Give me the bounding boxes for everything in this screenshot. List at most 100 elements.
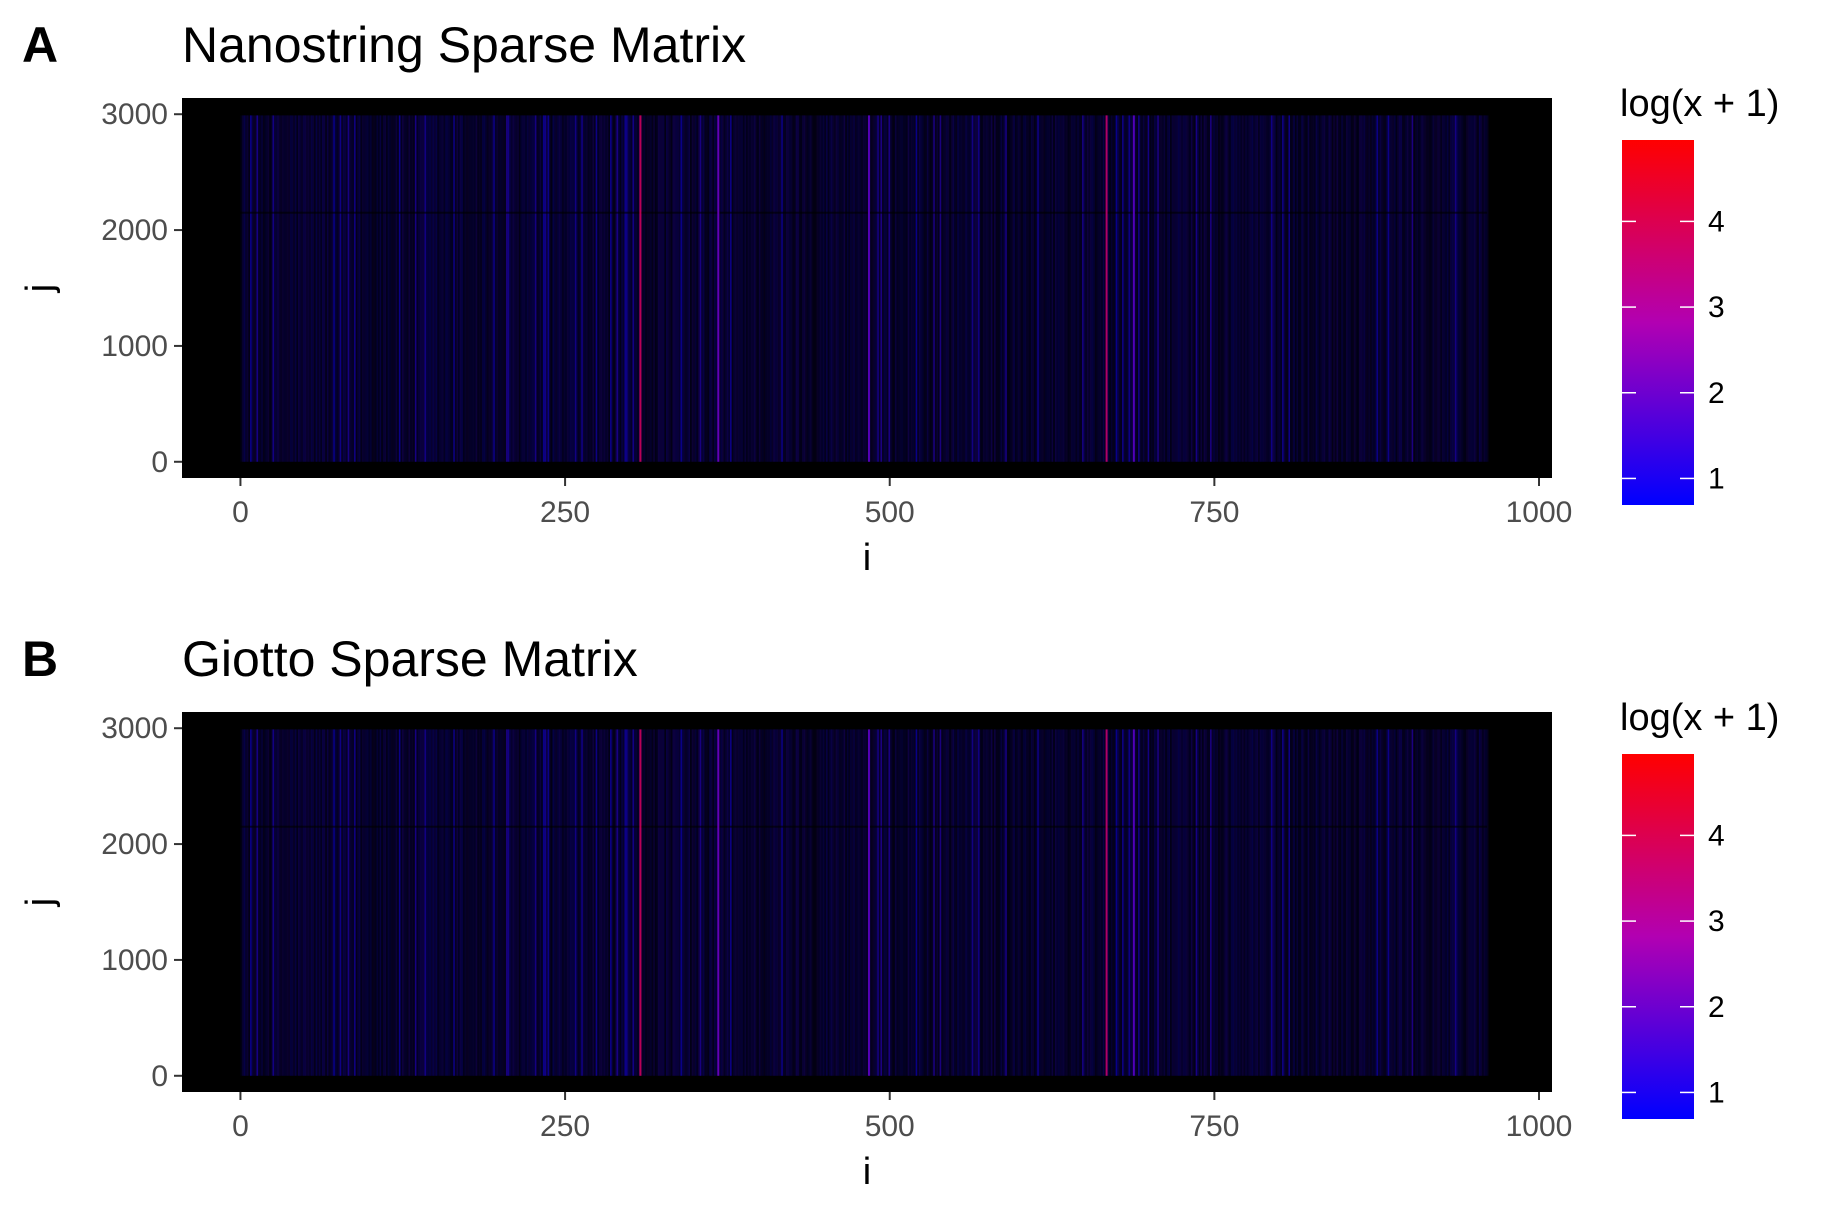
heatmap-column xyxy=(330,729,332,1076)
heatmap-column xyxy=(942,115,945,462)
heatmap-column xyxy=(1382,115,1385,462)
heatmap-column xyxy=(749,729,751,1076)
heatmap-column xyxy=(989,115,991,462)
heatmap-column xyxy=(1251,729,1254,1076)
heatmap-column xyxy=(936,115,939,462)
heatmap-column xyxy=(696,115,699,462)
heatmap-column xyxy=(1387,115,1390,462)
heatmap-column xyxy=(1486,115,1489,462)
heatmap-column xyxy=(827,729,830,1076)
heatmap-column xyxy=(1197,729,1199,1076)
heatmap-column xyxy=(1379,729,1382,1076)
heatmap-column xyxy=(1477,729,1479,1076)
heatmap-column xyxy=(438,729,441,1076)
heatmap-column xyxy=(1381,115,1383,462)
heatmap-column xyxy=(1176,729,1179,1076)
heatmap-column xyxy=(1310,729,1313,1076)
heatmap-column xyxy=(301,729,303,1076)
heatmap-column xyxy=(637,115,639,462)
heatmap-column xyxy=(618,729,620,1076)
heatmap-column xyxy=(323,115,326,462)
heatmap-column xyxy=(1442,115,1444,462)
heatmap-column xyxy=(482,115,484,462)
heatmap-column xyxy=(1373,729,1375,1076)
heatmap-column xyxy=(1347,115,1350,462)
heatmap-column xyxy=(958,115,961,462)
heatmap-column xyxy=(1374,115,1377,462)
heatmap-column xyxy=(1298,115,1300,462)
heatmap-column xyxy=(306,115,308,462)
heatmap-column xyxy=(1386,729,1388,1076)
heatmap-column xyxy=(658,729,660,1076)
heatmap-column xyxy=(445,115,447,462)
heatmap-column xyxy=(1307,729,1310,1076)
heatmap-column xyxy=(1234,729,1236,1076)
heatmap-column xyxy=(299,115,302,462)
heatmap-column xyxy=(395,115,398,462)
heatmap-column xyxy=(1483,115,1486,462)
heatmap-column xyxy=(896,115,899,462)
heatmap-column xyxy=(960,115,963,462)
heatmap-column xyxy=(1134,115,1137,462)
heatmap-column xyxy=(1003,115,1006,462)
heatmap-column xyxy=(1421,115,1423,462)
heatmap-column xyxy=(434,729,436,1076)
heatmap-column xyxy=(525,115,527,462)
heatmap-column xyxy=(550,729,553,1076)
heatmap-column xyxy=(1046,729,1049,1076)
heatmap-column xyxy=(315,729,318,1076)
heatmap-column xyxy=(398,115,401,462)
heatmap-column xyxy=(1467,729,1470,1076)
heatmap-column xyxy=(270,729,273,1076)
heatmap-column xyxy=(275,115,278,462)
heatmap-column xyxy=(1440,729,1443,1076)
heatmap-column xyxy=(1376,729,1379,1076)
heatmap-column xyxy=(568,729,571,1076)
heatmap-column xyxy=(1288,115,1291,462)
heatmap-column xyxy=(494,729,497,1076)
heatmap-column xyxy=(882,115,884,462)
bright-column xyxy=(717,729,720,1076)
heatmap-column xyxy=(1195,729,1198,1076)
heatmap-column xyxy=(870,115,873,462)
heatmap-column xyxy=(750,729,753,1076)
heatmap-column xyxy=(762,729,764,1076)
heatmap-column xyxy=(475,729,478,1076)
heatmap-column xyxy=(789,729,791,1076)
heatmap-column xyxy=(802,115,804,462)
heatmap-column xyxy=(1443,115,1446,462)
heatmap-column xyxy=(850,115,852,462)
heatmap-column xyxy=(269,115,271,462)
heatmap-column xyxy=(658,115,660,462)
heatmap-column xyxy=(659,729,662,1076)
heatmap-column xyxy=(1074,115,1076,462)
heatmap-column xyxy=(1051,729,1054,1076)
heatmap-column xyxy=(526,729,529,1076)
heatmap-column xyxy=(1168,115,1171,462)
heatmap-column xyxy=(344,115,347,462)
heatmap-column xyxy=(515,115,518,462)
heatmap-column xyxy=(1141,115,1143,462)
heatmap-column xyxy=(698,115,700,462)
heatmap-column xyxy=(282,115,284,462)
heatmap-column xyxy=(906,115,908,462)
heatmap-column xyxy=(1368,729,1371,1076)
heatmap-column xyxy=(1232,115,1235,462)
heatmap-column xyxy=(853,729,855,1076)
heatmap-column xyxy=(1330,729,1332,1076)
heatmap-column xyxy=(707,115,710,462)
heatmap-column xyxy=(1262,729,1265,1076)
heatmap-column xyxy=(1298,729,1300,1076)
heatmap-column xyxy=(1477,115,1479,462)
heatmap-column xyxy=(995,115,998,462)
heatmap-column xyxy=(542,115,545,462)
heatmap-column xyxy=(1126,115,1129,462)
heatmap-column xyxy=(1267,115,1270,462)
heatmap-column xyxy=(446,115,449,462)
heatmap-column xyxy=(574,115,577,462)
heatmap-column xyxy=(654,729,657,1076)
heatmap-column xyxy=(616,115,619,462)
heatmap-column xyxy=(1053,115,1055,462)
heatmap-column xyxy=(1136,729,1139,1076)
heatmap-column xyxy=(614,729,617,1076)
